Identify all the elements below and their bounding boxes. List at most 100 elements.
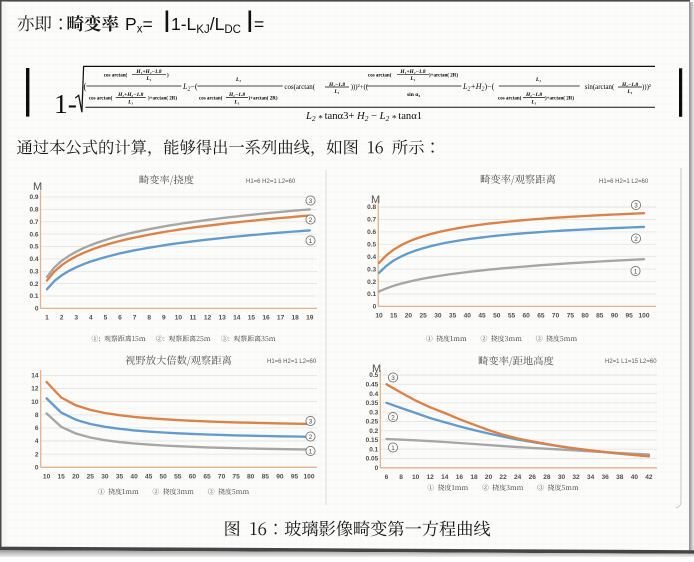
svg-text:28: 28 [543, 474, 551, 481]
svg-text:0.6: 0.6 [29, 231, 38, 238]
svg-text:16: 16 [262, 314, 270, 321]
svg-text:2: 2 [634, 236, 638, 243]
svg-text:55: 55 [174, 473, 182, 480]
svg-text:36: 36 [602, 474, 610, 481]
svg-text:0.15: 0.15 [366, 437, 379, 444]
svg-text:)+arctan( 2R): )+arctan( 2R) [249, 97, 278, 102]
svg-text:L₁: L₁ [127, 99, 133, 105]
svg-text:0.5: 0.5 [369, 372, 378, 379]
svg-text:20: 20 [485, 474, 493, 481]
svg-text:L2−(: L2−( [182, 82, 198, 93]
svg-text:M: M [372, 363, 381, 375]
svg-text:30: 30 [434, 312, 442, 319]
svg-text:cos(arctan(: cos(arctan( [284, 84, 315, 91]
svg-text:1: 1 [634, 268, 638, 275]
svg-text:0.7: 0.7 [29, 219, 38, 226]
svg-text:0.2: 0.2 [29, 281, 38, 288]
svg-text:90: 90 [611, 312, 619, 319]
svg-text:65: 65 [537, 312, 545, 319]
svg-text:10: 10 [375, 312, 383, 319]
svg-text:0: 0 [35, 306, 39, 313]
svg-text:15: 15 [248, 314, 256, 321]
svg-text:0.5: 0.5 [367, 242, 376, 249]
svg-text:75: 75 [567, 312, 575, 319]
svg-text:cos arctan(: cos arctan( [498, 97, 522, 102]
svg-text:L₁: L₁ [235, 77, 241, 83]
svg-text:8: 8 [147, 314, 151, 321]
svg-text:40: 40 [130, 473, 138, 480]
svg-text:H1=6 H2=1 L2=60: H1=6 H2=1 L2=60 [246, 179, 296, 185]
svg-text:3: 3 [74, 314, 78, 321]
svg-text:0.1: 0.1 [369, 446, 378, 453]
svg-text:(: ( [84, 82, 87, 92]
svg-text:3: 3 [391, 375, 395, 382]
svg-text:0.2: 0.2 [369, 428, 378, 435]
svg-text:0.9: 0.9 [29, 194, 38, 201]
svg-text:L₁: L₁ [535, 77, 541, 83]
svg-text:H₁−1.8: H₁−1.8 [621, 82, 638, 88]
svg-text:)+arctan( 2R): )+arctan( 2R) [148, 97, 177, 102]
svg-text:25: 25 [87, 473, 95, 480]
svg-text:0: 0 [35, 465, 39, 472]
svg-text:H₁−1.8: H₁−1.8 [228, 92, 245, 98]
svg-text:H₁+H₂−1.8: H₁+H₂−1.8 [117, 92, 144, 98]
svg-text:1: 1 [309, 238, 313, 245]
svg-text:0.2: 0.2 [367, 279, 376, 286]
svg-text:cos arctan(: cos arctan( [89, 97, 113, 102]
svg-text:2: 2 [60, 314, 64, 321]
svg-text:L₁: L₁ [233, 99, 239, 105]
svg-text:1: 1 [391, 445, 395, 452]
svg-text:0.4: 0.4 [367, 254, 376, 261]
svg-text:cos arctan(: cos arctan( [104, 73, 128, 78]
svg-text:H₁−1.8: H₁−1.8 [328, 82, 345, 88]
svg-text:10: 10 [43, 473, 51, 480]
svg-text:60: 60 [523, 312, 531, 319]
svg-text:8: 8 [35, 412, 39, 419]
svg-text:1-LKJ/LDC: 1-LKJ/LDC [171, 14, 241, 36]
svg-text:cos arctan(: cos arctan( [199, 97, 223, 102]
svg-text:80: 80 [581, 312, 589, 319]
svg-text:0: 0 [375, 465, 379, 472]
svg-text:H₁+H₂−1.8: H₁+H₂−1.8 [135, 69, 162, 75]
svg-text:19: 19 [306, 314, 314, 321]
svg-text:1: 1 [45, 314, 49, 321]
svg-text:85: 85 [596, 312, 604, 319]
svg-text:0.4: 0.4 [369, 391, 378, 398]
svg-text:30: 30 [101, 473, 109, 480]
svg-text:14: 14 [31, 373, 39, 380]
svg-text:14: 14 [233, 314, 241, 321]
svg-text:35: 35 [116, 473, 124, 480]
svg-text:)+arctan( 2R): )+arctan( 2R) [545, 97, 574, 102]
svg-text:1-: 1- [54, 88, 77, 119]
svg-text:10: 10 [412, 474, 420, 481]
svg-text:0.5: 0.5 [29, 244, 38, 251]
svg-text:0.45: 0.45 [366, 382, 379, 389]
svg-text:sin α₄: sin α₄ [407, 92, 420, 98]
svg-text:17: 17 [277, 314, 285, 321]
svg-text:3: 3 [309, 198, 313, 205]
svg-text:42: 42 [645, 474, 653, 481]
svg-text:sin(arctan(: sin(arctan( [585, 84, 615, 91]
svg-text:80: 80 [247, 473, 255, 480]
svg-text:40: 40 [464, 312, 472, 319]
svg-text:M: M [33, 181, 42, 193]
svg-text:L₁: L₁ [530, 99, 536, 105]
svg-text:): ) [167, 73, 169, 78]
svg-text:24: 24 [514, 474, 522, 481]
svg-text:38: 38 [616, 474, 624, 481]
svg-text:34: 34 [587, 474, 595, 481]
svg-text:13: 13 [219, 314, 227, 321]
svg-text:18: 18 [292, 314, 300, 321]
svg-text:90: 90 [276, 473, 284, 480]
svg-text:30: 30 [558, 474, 566, 481]
svg-text:L₁: L₁ [626, 89, 632, 95]
svg-text:M: M [371, 194, 380, 206]
svg-text:15: 15 [58, 473, 66, 480]
svg-text:22: 22 [499, 474, 507, 481]
svg-text:18: 18 [470, 474, 478, 481]
svg-text:100: 100 [303, 473, 314, 480]
svg-text:6: 6 [118, 314, 122, 321]
svg-text:0.8: 0.8 [367, 204, 376, 211]
svg-text:12: 12 [204, 314, 212, 321]
svg-text:0.35: 0.35 [366, 400, 379, 407]
